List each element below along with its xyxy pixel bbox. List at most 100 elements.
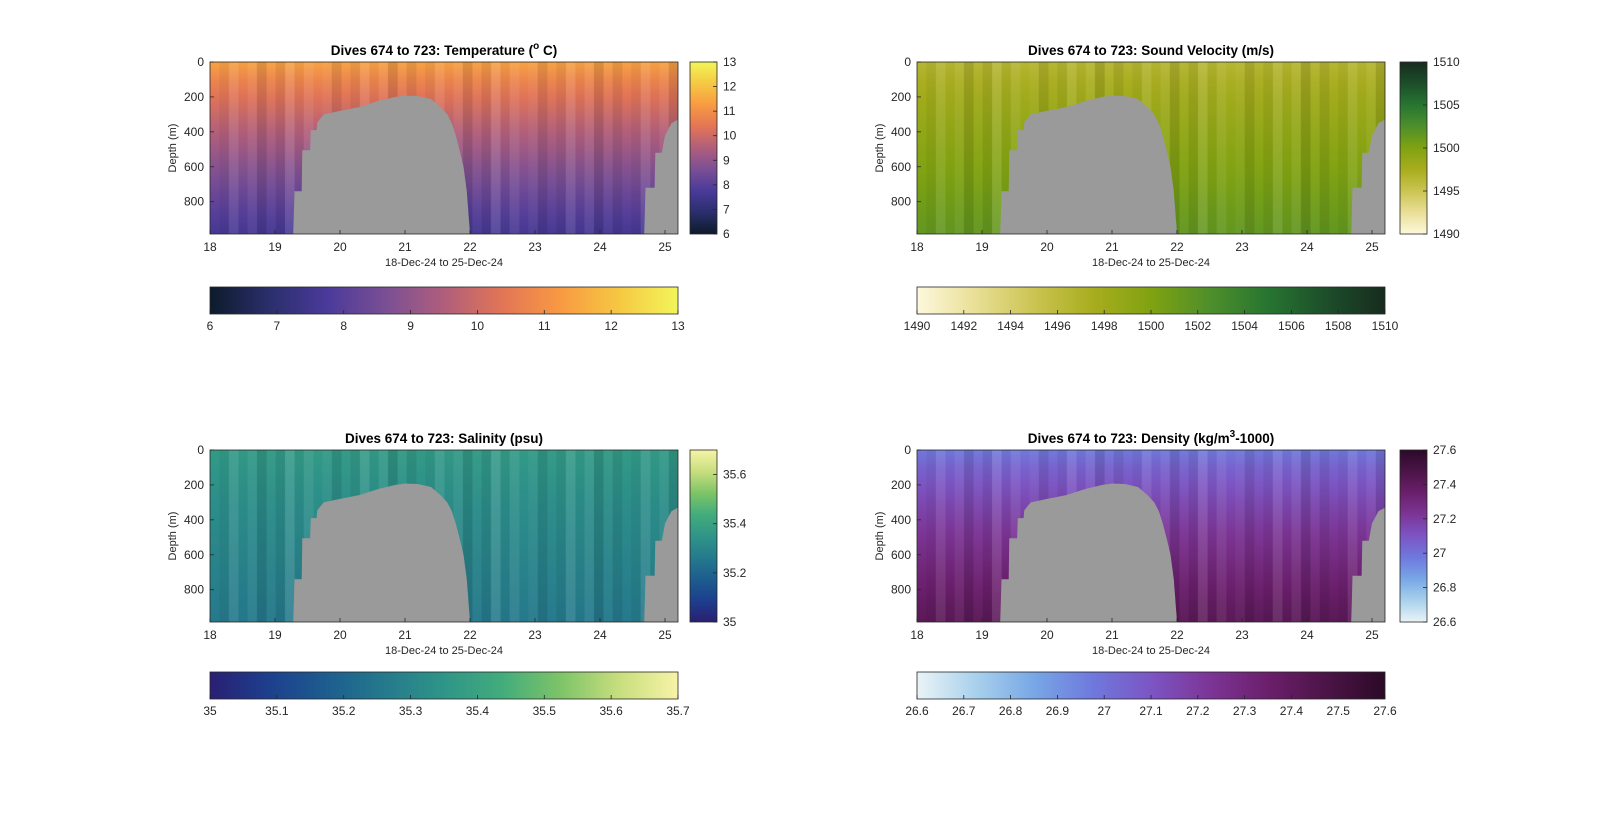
dive-column [917, 450, 927, 622]
chart-panel-1: Dives 674 to 723: Temperature (o C) 18 19 2… [167, 41, 737, 333]
x-tick-label: 23 [1235, 240, 1249, 254]
dive-column [622, 62, 632, 234]
dive-column [238, 62, 248, 234]
dive-column [303, 450, 314, 622]
dive-column [284, 62, 295, 234]
chart-title-superscript: o [533, 41, 539, 52]
chart-panel-3: Dives 674 to 723: Salinity (psu) 18 19 20 21… [167, 431, 747, 718]
dive-column [519, 450, 529, 622]
y-tick-label: 400 [891, 513, 911, 527]
x-axis-label: 18-Dec-24 to 25-Dec-24 [1092, 257, 1210, 269]
colorbar-tick-label: 10 [723, 129, 737, 143]
colorbar-tick-label: 27.6 [1433, 443, 1457, 457]
y-axis-label: Depth (m) [874, 124, 886, 173]
hcolorbar-tick-label: 11 [538, 319, 551, 333]
seabed-edge [644, 507, 678, 622]
plot-frame [209, 61, 679, 235]
y-tick-label: 200 [184, 90, 204, 104]
colorbar-tick-label: 1495 [1433, 184, 1460, 198]
chart-title-tail: -1000) [1235, 431, 1274, 446]
dive-column [1310, 450, 1320, 622]
dive-column [584, 62, 595, 234]
x-tick-label: 20 [1040, 628, 1054, 642]
y-tick-label: 400 [891, 125, 911, 139]
dive-column [1329, 450, 1339, 622]
dive-column [462, 62, 473, 234]
colorbar-tick-label: 27.2 [1433, 512, 1457, 526]
hcolorbar-tick-label: 10 [471, 319, 485, 333]
dive-column [1188, 450, 1199, 622]
dive-column [1197, 62, 1208, 234]
plot-area [210, 450, 678, 622]
colorbar-vertical [689, 449, 718, 623]
dive-column [991, 450, 1002, 622]
x-tick-label: 18 [910, 240, 924, 254]
colorbar-vertical [1399, 449, 1428, 623]
y-axis-label: Depth (m) [167, 512, 179, 561]
y-tick-label: 0 [197, 55, 204, 69]
dive-column [1319, 62, 1330, 234]
dive-column [1338, 450, 1349, 622]
colorbar-tick-label: 35 [723, 615, 737, 629]
dive-column [481, 450, 492, 622]
dive-column [509, 62, 520, 234]
dive-column [1226, 450, 1236, 622]
x-tick-label: 18 [910, 628, 924, 642]
y-tick-label: 200 [891, 478, 911, 492]
x-tick-label: 21 [398, 628, 412, 642]
hcolorbar-tick-label: 7 [274, 319, 281, 333]
seabed-edge [1351, 119, 1385, 234]
y-tick-label: 200 [891, 90, 911, 104]
seabed-ridge [293, 95, 470, 234]
colorbar-horizontal [209, 671, 679, 700]
dive-column [210, 62, 220, 234]
x-axis-label: 18-Dec-24 to 25-Dec-24 [1092, 645, 1210, 657]
hcolorbar-tick-label: 12 [604, 319, 618, 333]
y-tick-label: 800 [184, 583, 204, 597]
dive-column [1291, 62, 1302, 234]
hcolorbar-tick-label: 35.1 [265, 704, 289, 718]
dive-column [612, 62, 623, 234]
dive-column [1244, 450, 1255, 622]
dive-column [537, 62, 548, 234]
hcolorbar-tick-label: 27.4 [1280, 704, 1304, 718]
x-tick-label: 25 [1365, 628, 1379, 642]
dive-column [982, 450, 993, 622]
dive-column [565, 62, 576, 234]
dive-column [917, 62, 927, 234]
dive-column [631, 62, 642, 234]
dive-column [1197, 450, 1208, 622]
x-tick-label: 22 [463, 628, 477, 642]
colorbar-tick-label: 35.4 [723, 517, 747, 531]
y-tick-label: 600 [891, 548, 911, 562]
hcolorbar-tick-label: 26.6 [905, 704, 929, 718]
dive-column [275, 450, 286, 622]
colorbar-tick-label: 27 [1433, 546, 1447, 560]
colorbar-vertical [1399, 61, 1428, 235]
hcolorbar-tick-label: 1504 [1231, 319, 1258, 333]
dive-column [640, 62, 651, 234]
dive-column [1169, 62, 1180, 234]
dive-column [1226, 62, 1236, 234]
dive-column [1179, 450, 1189, 622]
colorbar-tick-label: 11 [723, 104, 736, 118]
dive-column [612, 450, 623, 622]
hcolorbar-tick-label: 1502 [1184, 319, 1211, 333]
y-tick-label: 800 [184, 195, 204, 209]
dive-column [954, 62, 965, 234]
hcolorbar-tick-label: 27 [1098, 704, 1112, 718]
colorbar-tick-label: 13 [723, 55, 737, 69]
dive-column [266, 62, 276, 234]
hcolorbar-tick-label: 1510 [1372, 319, 1399, 333]
x-tick-label: 25 [1365, 240, 1379, 254]
dive-column [963, 62, 974, 234]
x-tick-label: 23 [528, 240, 542, 254]
colorbar-horizontal [916, 286, 1386, 315]
y-tick-label: 600 [184, 160, 204, 174]
hcolorbar-tick-label: 13 [671, 319, 685, 333]
dive-column [500, 450, 510, 622]
hcolorbar-tick-label: 1498 [1091, 319, 1118, 333]
hcolorbar-tick-label: 26.9 [1046, 704, 1070, 718]
dive-column [631, 450, 642, 622]
dive-column [238, 450, 248, 622]
